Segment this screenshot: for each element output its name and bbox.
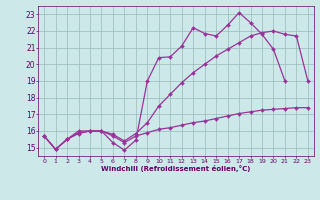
X-axis label: Windchill (Refroidissement éolien,°C): Windchill (Refroidissement éolien,°C) [101, 165, 251, 172]
